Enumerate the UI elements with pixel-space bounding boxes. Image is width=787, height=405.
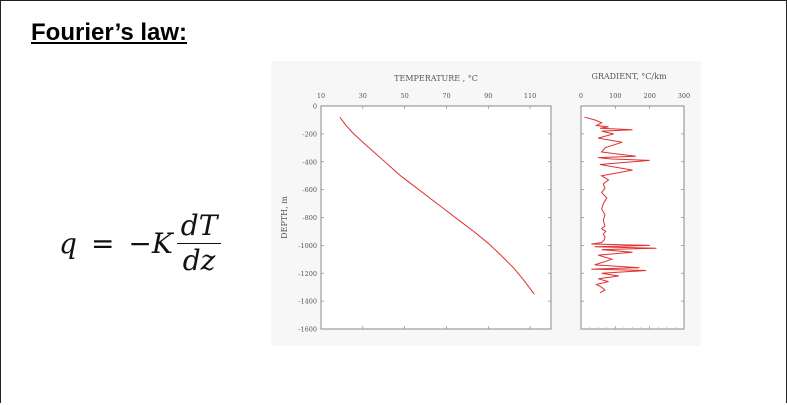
chart-1-xtick-label: 200 [643, 92, 655, 100]
chart-0-series-line [339, 116, 535, 295]
chart-0-xtick-label: 10 [317, 92, 325, 100]
chart-0-xtick-label: 90 [484, 92, 492, 100]
equation-equals: = [90, 227, 115, 260]
chart-0-ytick-label: -1000 [298, 242, 317, 250]
chart-0-ytick-label: -1600 [298, 326, 317, 334]
chart-0-xtick-label: 30 [359, 92, 367, 100]
chart-0-ytick-label: -400 [302, 158, 317, 166]
chart-0-ylabel: DEPTH, m [280, 196, 289, 239]
fourier-equation: q = − K dT dz [59, 209, 222, 278]
chart-0-ytick-label: 0 [313, 103, 317, 111]
chart-1-xtick-label: 0 [579, 92, 583, 100]
equation-fraction: dT dz [176, 209, 222, 278]
chart-0-ytick-label: -800 [302, 214, 317, 222]
chart-1-frame [580, 105, 685, 330]
equation-numerator: dT [176, 209, 222, 244]
chart-0-xtick-label: 110 [524, 92, 536, 100]
chart-1-series-line [584, 116, 657, 294]
chart-0-ytick-label: -1400 [298, 298, 317, 306]
chart-1-title: GRADIENT, °C/km [591, 72, 667, 81]
chart-0-ytick-label: -1200 [298, 270, 317, 278]
chart-1-xtick-label: 300 [678, 92, 690, 100]
equation-denominator: dz [182, 244, 216, 277]
chart-1-xtick-label: 100 [609, 92, 621, 100]
chart-0-title: TEMPERATURE , °C [394, 74, 478, 83]
equation-sign: − [128, 227, 152, 260]
chart-0-frame [320, 105, 552, 330]
chart-0-xtick-label: 50 [400, 92, 408, 100]
chart-0-xtick-label: 70 [442, 92, 450, 100]
slide-title: Fourier’s law: [31, 19, 188, 46]
equation-lhs: q [59, 227, 77, 260]
chart-0-ytick-label: -200 [302, 130, 317, 138]
equation-coef: K [151, 227, 173, 260]
chart-0-ytick-label: -600 [302, 186, 317, 194]
